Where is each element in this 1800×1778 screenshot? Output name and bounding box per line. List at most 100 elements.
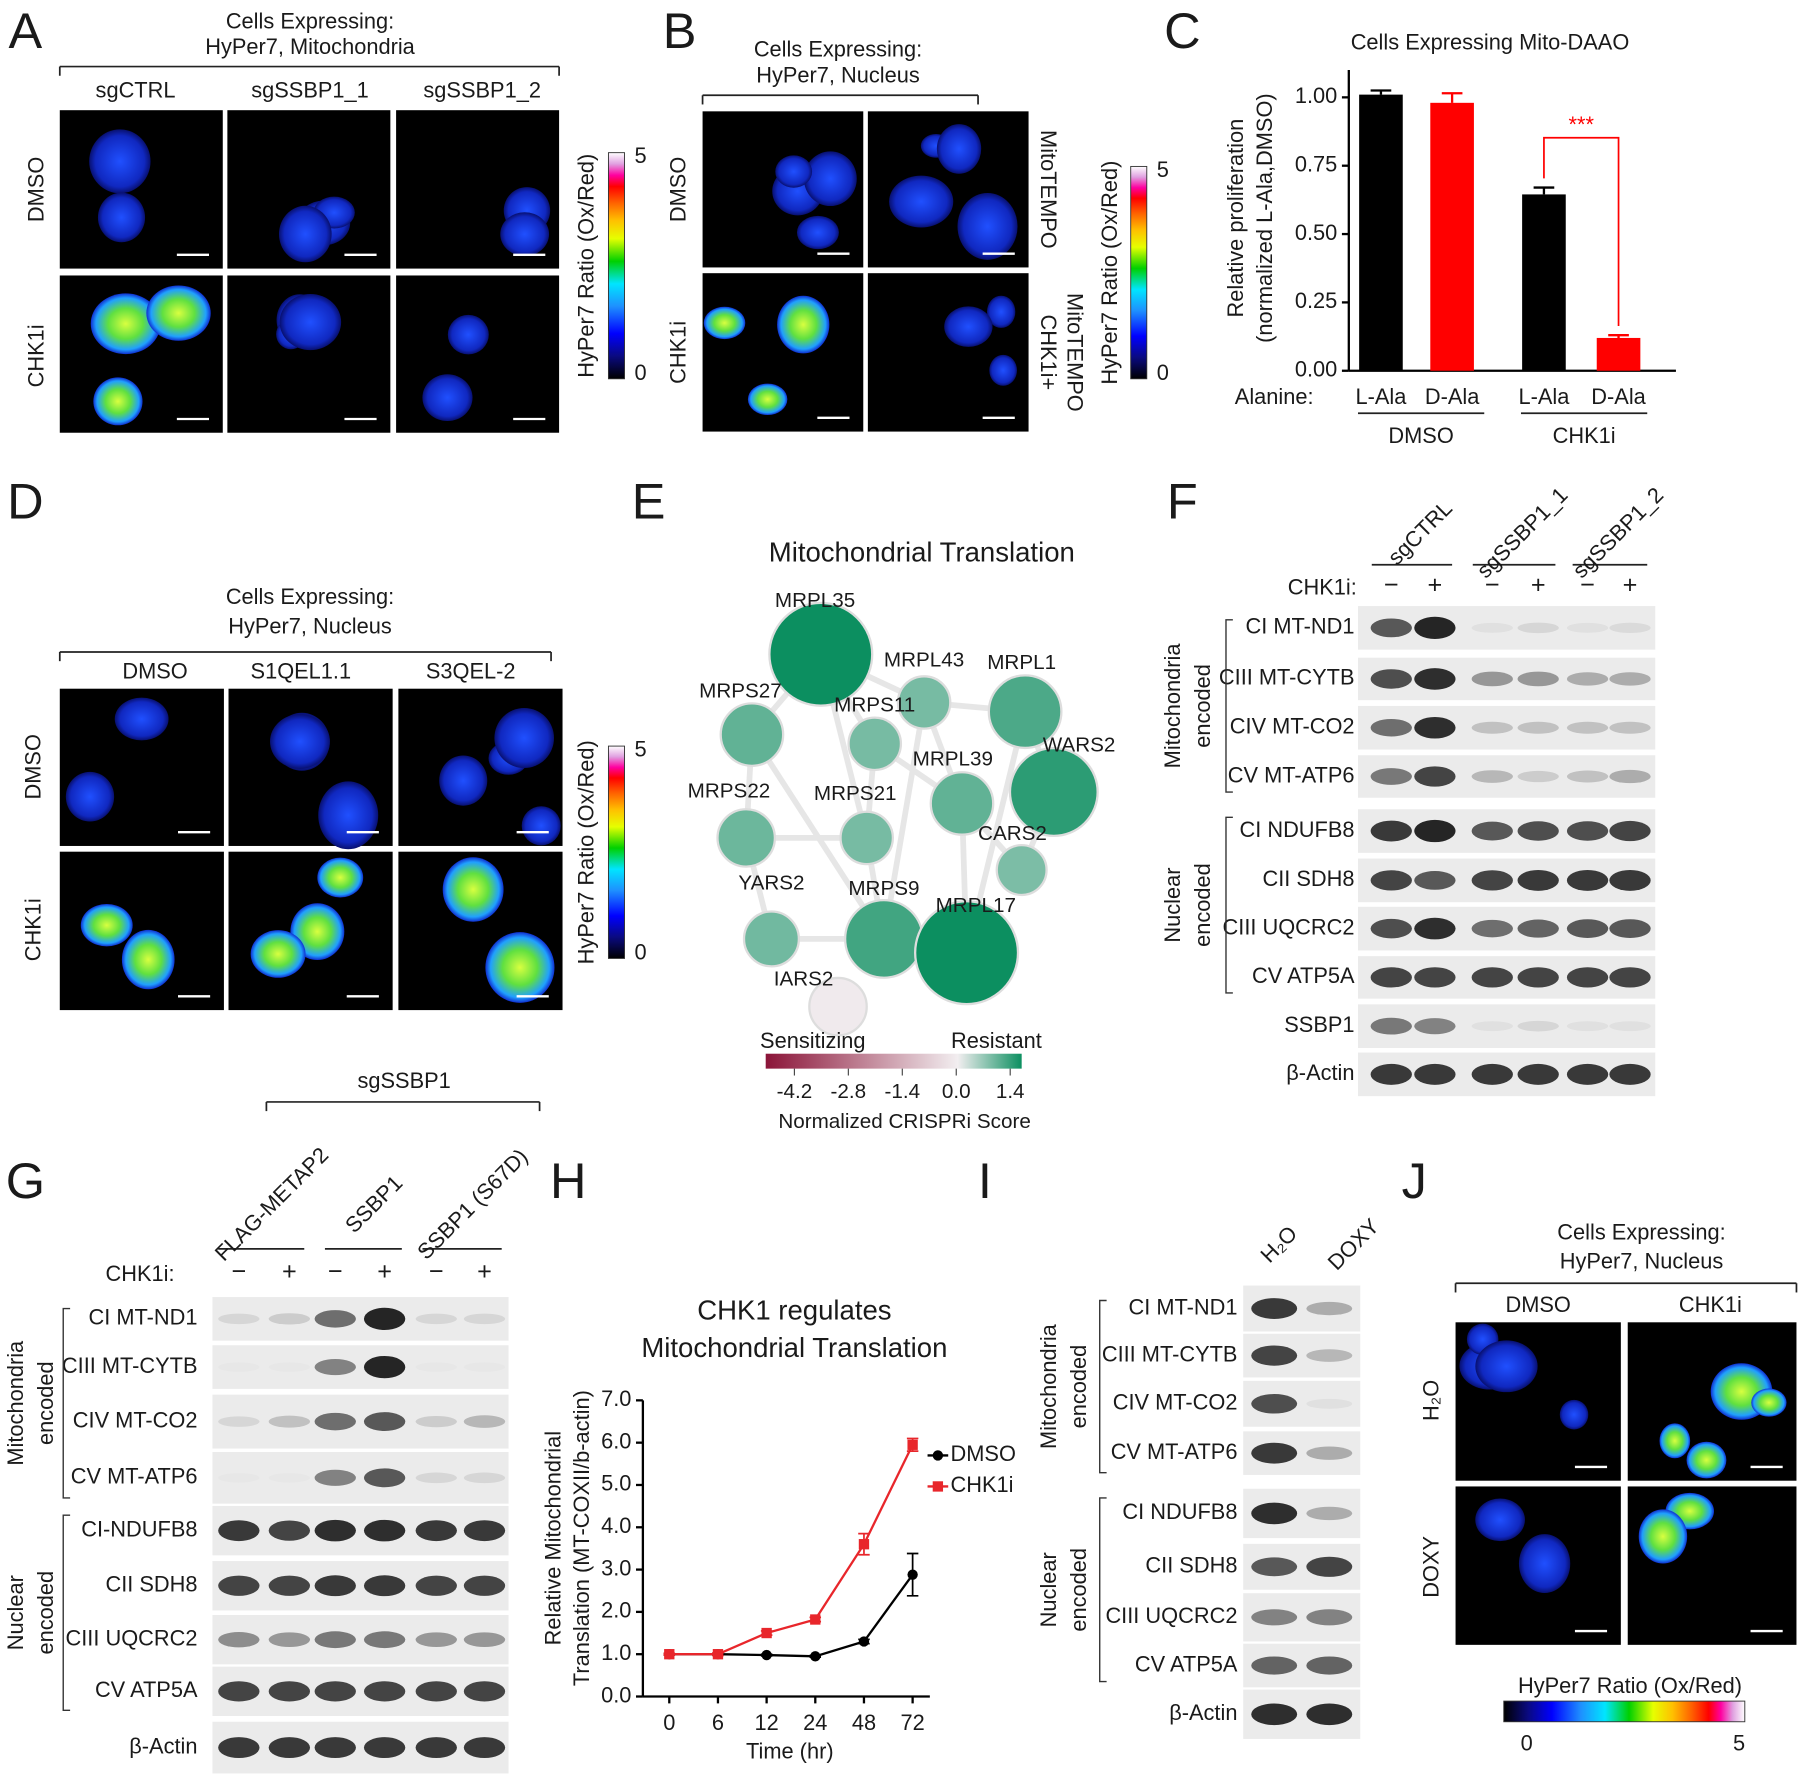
band — [1306, 1556, 1353, 1577]
band-label: CV MT-ATP6 — [71, 1464, 198, 1489]
column-label: SSBP1 (S67D) — [412, 1144, 532, 1264]
cell — [957, 192, 1018, 260]
colorbar — [1130, 165, 1148, 380]
band-label: CIV MT-CO2 — [73, 1407, 198, 1432]
band — [314, 1359, 356, 1376]
marker — [761, 1649, 772, 1661]
panel-letter: D — [7, 472, 43, 529]
band — [1471, 1063, 1513, 1085]
band-label: CI MT-ND1 — [1246, 614, 1355, 639]
y-tick-label: 0.00 — [1295, 357, 1337, 382]
y-tick-label: 2.0 — [601, 1598, 631, 1623]
node — [896, 675, 952, 730]
label: HyPer7, Nucleus — [228, 614, 392, 639]
band — [1251, 1502, 1298, 1525]
band — [363, 1468, 406, 1488]
node-label: MRPS22 — [688, 779, 771, 802]
cell — [777, 295, 830, 354]
group-label: Mitochondria — [3, 1340, 28, 1466]
band-label: SSBP1 — [1284, 1012, 1354, 1037]
cell — [703, 306, 746, 340]
group-label: Nuclear — [1160, 868, 1185, 943]
legend-tick-label: 0.0 — [942, 1080, 971, 1103]
marker — [858, 1636, 870, 1647]
band — [1370, 618, 1412, 638]
band — [363, 1412, 406, 1432]
x-tick-label: 0 — [663, 1710, 675, 1735]
node — [808, 976, 868, 1037]
legend-tick-label: -1.4 — [884, 1080, 920, 1103]
group-bracket — [1099, 1497, 1107, 1683]
legend-high: Resistant — [951, 1028, 1042, 1053]
band — [1566, 770, 1609, 783]
group-label: CHK1i — [1553, 423, 1616, 448]
band — [1251, 1345, 1298, 1366]
series-line — [669, 1444, 914, 1656]
band — [268, 1575, 311, 1596]
band-label: CV MT-ATP6 — [1111, 1439, 1238, 1464]
group-label: Mitochondria — [1036, 1323, 1061, 1449]
node — [839, 810, 895, 866]
cell — [317, 857, 364, 898]
band — [1414, 819, 1456, 843]
cell — [114, 697, 169, 741]
legend-label: CHK1i — [951, 1472, 1014, 1497]
cell — [121, 929, 175, 990]
band-label: CI MT-ND1 — [89, 1305, 198, 1330]
band — [314, 1412, 356, 1431]
error-bar — [1533, 186, 1555, 195]
band — [1414, 616, 1456, 640]
x-tick-label: L-Ala — [1518, 384, 1570, 409]
band-label: CV ATP5A — [95, 1677, 198, 1702]
cell — [803, 151, 857, 207]
micrograph — [396, 275, 560, 433]
band — [1251, 1703, 1298, 1726]
panel-letter: I — [978, 1152, 992, 1209]
band — [1414, 766, 1456, 787]
category-title: Alanine: — [1235, 384, 1314, 409]
band — [1251, 1609, 1298, 1626]
band — [1251, 1298, 1298, 1319]
cell — [250, 930, 306, 978]
colorbar-min: 0 — [1157, 360, 1169, 385]
band-label: CI NDUFB8 — [1122, 1499, 1237, 1524]
legend-gradient — [765, 1053, 1022, 1069]
band — [218, 1681, 260, 1702]
blot-strip — [212, 1721, 509, 1774]
column-label: S3QEL-2 — [426, 658, 516, 683]
panel-letter: A — [9, 2, 43, 59]
band — [1414, 716, 1456, 739]
blot-strip — [212, 1394, 509, 1449]
axis-title: Relative proliferation — [1223, 119, 1248, 318]
band — [1566, 821, 1609, 841]
label: HyPer7, Nucleus — [756, 63, 920, 88]
band — [1517, 622, 1559, 634]
band-label: CIV MT-CO2 — [1113, 1390, 1238, 1415]
band — [1609, 721, 1651, 734]
band — [1566, 721, 1609, 734]
group-bracket — [62, 1514, 71, 1711]
band — [218, 1631, 260, 1648]
lane-sign: + — [377, 1258, 392, 1286]
band — [1471, 622, 1513, 633]
cell — [93, 377, 143, 426]
node-label: MRPS21 — [814, 782, 897, 805]
y-tick-label: 5.0 — [601, 1471, 631, 1496]
node-label: MRPL1 — [987, 651, 1056, 674]
band — [314, 1519, 356, 1542]
band — [1517, 1063, 1559, 1085]
colorbar — [607, 152, 625, 380]
band — [1471, 770, 1513, 783]
band — [1609, 1063, 1651, 1085]
band — [1370, 768, 1412, 785]
cell — [500, 212, 550, 257]
row-label: DMSO — [24, 157, 49, 222]
band-label: β-Actin — [129, 1733, 197, 1758]
axis-title: Time (hr) — [746, 1739, 834, 1764]
panel-letter: J — [1402, 1152, 1427, 1209]
band — [1471, 671, 1513, 687]
column-label: S1QEL1.1 — [251, 658, 352, 683]
panel-letter: F — [1167, 472, 1198, 529]
band — [1566, 919, 1609, 939]
band — [1566, 672, 1609, 686]
